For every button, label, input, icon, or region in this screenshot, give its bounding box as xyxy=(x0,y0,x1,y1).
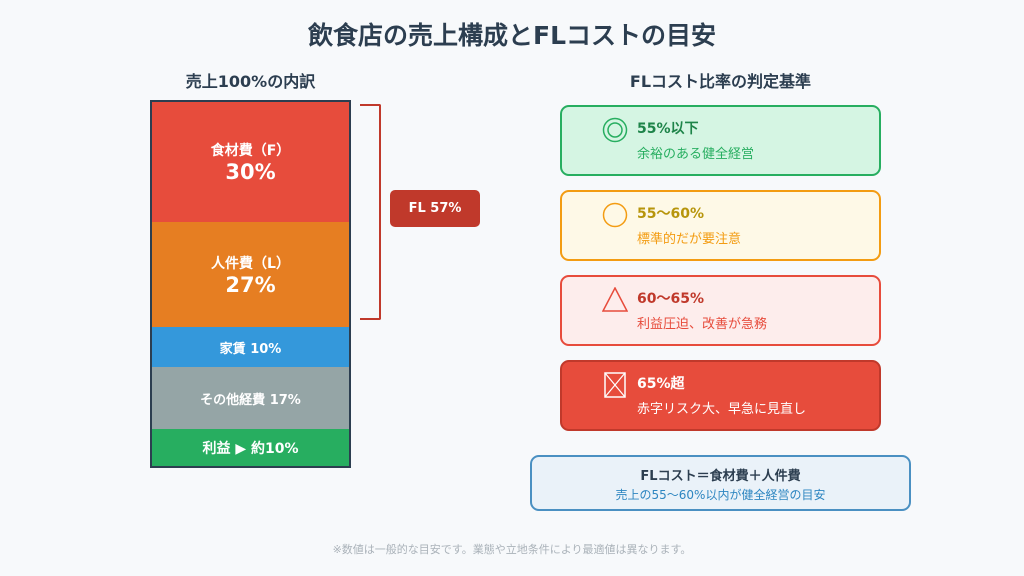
formula-box: FLコスト＝食材費＋人件費 売上の55〜60%以内が健全経営の目安 xyxy=(530,455,911,511)
segment-label: 食材費（F） xyxy=(210,143,291,159)
cross-box-icon xyxy=(604,372,626,398)
formula-definition: FLコスト＝食材費＋人件費 xyxy=(640,469,801,484)
criteria-card-caution: 55〜60% 標準的だが要注意 xyxy=(560,190,881,261)
segment-other-expenses: その他経費 17% xyxy=(152,367,349,429)
fl-bracket xyxy=(360,104,381,320)
card-range: 60〜65% xyxy=(637,291,704,307)
card-description: 赤字リスク大、早急に見直し xyxy=(637,402,807,417)
breakdown-heading: 売上100%の内訳 xyxy=(185,72,316,91)
fl-badge: FL 57% xyxy=(390,190,480,227)
segment-rent: 家賃 10% xyxy=(152,327,349,367)
card-range: 55〜60% xyxy=(637,206,704,222)
card-range: 55%以下 xyxy=(637,121,699,137)
double-circle-icon xyxy=(602,117,628,143)
segment-label: 家賃 10% xyxy=(219,341,282,357)
formula-guideline: 売上の55〜60%以内が健全経営の目安 xyxy=(615,488,826,502)
card-range: 65%超 xyxy=(637,376,685,392)
card-description: 標準的だが要注意 xyxy=(637,232,742,247)
page-title: 飲食店の売上構成とFLコストの目安 xyxy=(307,21,716,50)
segment-food-cost: 食材費（F） 30% xyxy=(152,102,349,222)
criteria-card-warning: 60〜65% 利益圧迫、改善が急務 xyxy=(560,275,881,346)
triangle-icon xyxy=(602,287,628,312)
criteria-card-healthy: 55%以下 余裕のある健全経営 xyxy=(560,105,881,176)
card-description: 利益圧迫、改善が急務 xyxy=(637,317,768,332)
segment-label: 人件費（L） xyxy=(211,255,290,272)
card-description: 余裕のある健全経営 xyxy=(637,147,755,162)
segment-profit: 利益 ▶ 約10% xyxy=(152,429,349,466)
sales-breakdown-bar: 食材費（F） 30% 人件費（L） 27% 家賃 10% その他経費 17% 利… xyxy=(150,100,351,468)
segment-label: 利益 ▶ 約10% xyxy=(202,440,299,457)
segment-value: 30% xyxy=(225,160,276,184)
segment-value: 27% xyxy=(225,272,276,297)
circle-icon xyxy=(602,202,628,228)
criteria-card-danger: 65%超 赤字リスク大、早急に見直し xyxy=(560,360,881,431)
segment-labor-cost: 人件費（L） 27% xyxy=(152,222,349,327)
footnote: ※数値は一般的な目安です。業態や立地条件により最適値は異なります。 xyxy=(332,543,692,556)
criteria-heading: FLコスト比率の判定基準 xyxy=(629,72,812,91)
segment-label: その他経費 17% xyxy=(200,392,301,408)
